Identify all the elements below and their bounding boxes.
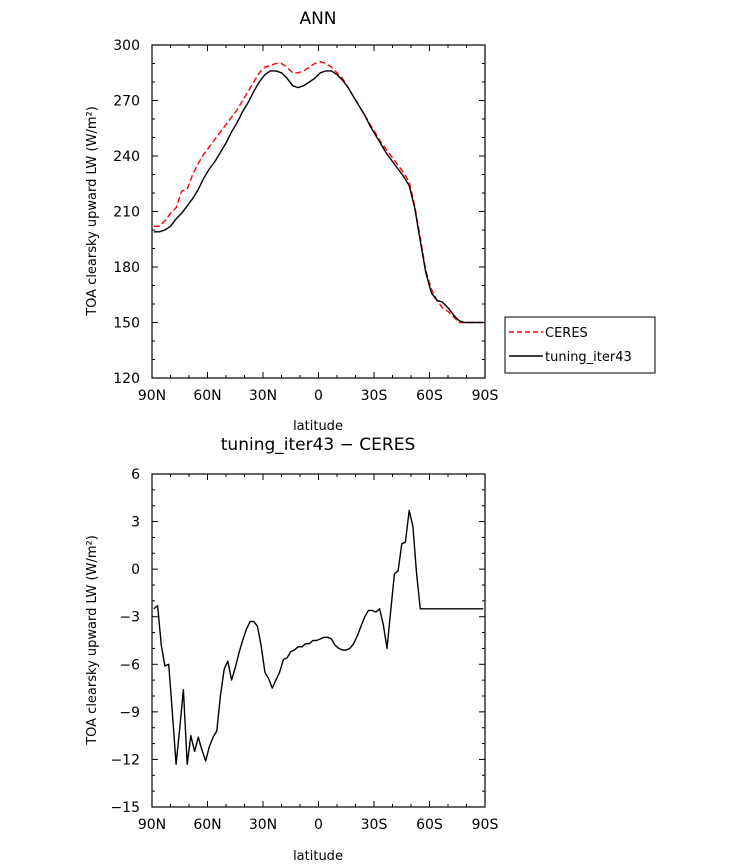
top-series-line-tuning-iter43: [153, 70, 484, 324]
bottom-x-tick-label: 90N: [138, 817, 166, 833]
bottom-y-tick-label: 6: [131, 467, 140, 483]
top-y-tick-label: 240: [113, 149, 140, 165]
top-axis-ticks: 90N 60N 30N 0 30S 60S 90S 120 150 180 210 240 270 300: [113, 38, 498, 404]
top-y-tick-label: 300: [113, 38, 140, 54]
top-y-tick-label: 150: [113, 316, 140, 332]
top-x-tick-label: 60N: [193, 388, 221, 404]
top-series-group: [153, 61, 484, 324]
top-x-tick-label: 30N: [249, 388, 277, 404]
bottom-y-tick-label: −6: [119, 657, 140, 673]
bottom-x-axis-label: latitude: [293, 849, 343, 864]
top-x-tick-label: 60S: [416, 388, 443, 404]
legend-label-ceres: CERES: [545, 326, 588, 341]
bottom-chart-title: tuning_iter43 − CERES: [221, 435, 415, 455]
bottom-x-tick-label: 30S: [361, 817, 388, 833]
bottom-y-axis-label: TOA clearsky upward LW (W/m²): [85, 535, 100, 746]
legend-box: [504, 316, 656, 374]
bottom-x-tick-label: 60N: [193, 817, 221, 833]
bottom-y-tick-label: 0: [131, 562, 140, 578]
top-panel: ANN 90N 60N 30N 0 30S 60S 90S 120 150 180 210 240 27…: [85, 9, 656, 434]
top-x-tick-label: 90S: [472, 388, 499, 404]
bottom-y-tick-label: 3: [131, 515, 140, 531]
top-y-axis-label: TOA clearsky upward LW (W/m²): [85, 106, 100, 317]
bottom-series-group: [153, 509, 484, 765]
legend-label-tuning: tuning_iter43: [545, 350, 632, 365]
top-x-tick-label: 30S: [361, 388, 388, 404]
bottom-x-tick-label: 60S: [416, 817, 443, 833]
bottom-y-tick-label: −3: [119, 610, 140, 626]
bottom-x-tick-label: 90S: [472, 817, 499, 833]
bottom-x-tick-label: 30N: [249, 817, 277, 833]
bottom-y-tick-label: −12: [110, 752, 140, 768]
bottom-axis-ticks: 90N 60N 30N 0 30S 60S 90S −15 −12 −9 −6 −3 0 3 6: [110, 467, 498, 833]
top-x-tick-label: 90N: [138, 388, 166, 404]
top-series-line-ceres: [153, 61, 484, 324]
bottom-panel: tuning_iter43 − CERES 90N 60N 30N 0 30S 60S 90…: [85, 435, 498, 864]
top-chart-title: ANN: [299, 9, 336, 29]
bottom-plot-frame: [151, 473, 486, 808]
bottom-series-line-0: [153, 509, 484, 765]
top-y-tick-label: 210: [113, 205, 140, 221]
top-y-tick-label: 180: [113, 260, 140, 276]
bottom-y-tick-label: −9: [119, 705, 140, 721]
bottom-x-tick-label: 0: [314, 817, 323, 833]
top-plot-frame: [151, 44, 486, 379]
top-x-tick-label: 0: [314, 388, 323, 404]
top-y-tick-label: 270: [113, 94, 140, 110]
bottom-y-tick-label: −15: [110, 800, 140, 816]
legend: CERES tuning_iter43: [504, 316, 656, 374]
top-y-tick-label: 120: [113, 371, 140, 387]
top-x-axis-label: latitude: [293, 419, 343, 434]
